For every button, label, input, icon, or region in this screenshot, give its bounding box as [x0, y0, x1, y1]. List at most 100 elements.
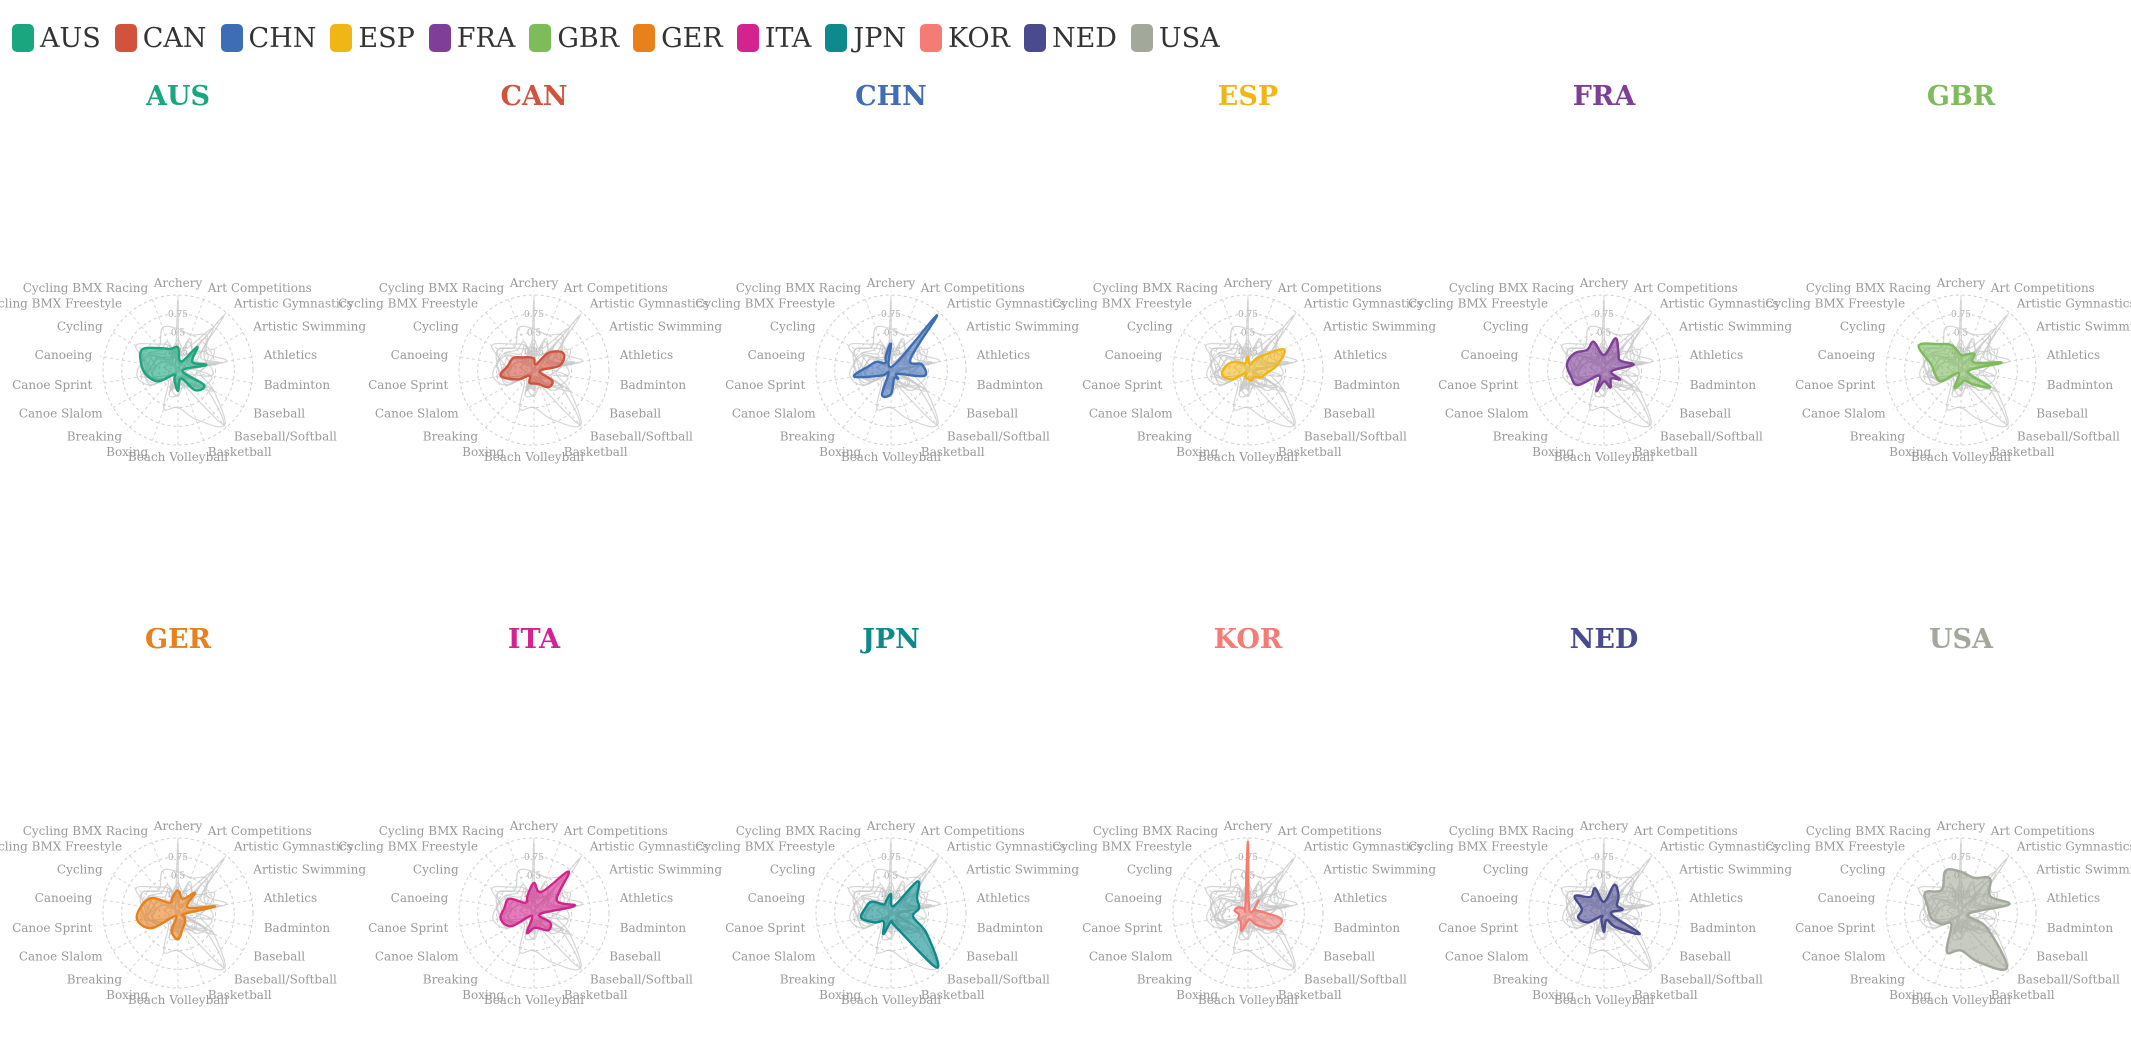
chart-title: KOR	[1214, 624, 1283, 655]
series-area-jpn[interactable]	[859, 880, 940, 969]
legend-item-usa[interactable]: USA	[1130, 23, 1220, 54]
axis-label: Archery	[1936, 276, 1986, 290]
axis-label: Artistic Swimming	[1678, 320, 1792, 334]
axis-label: Cycling	[770, 320, 816, 334]
axis-label: Baseball/Softball	[2017, 430, 2120, 444]
series-area-gbr[interactable]	[1917, 342, 2003, 390]
series-area-aus[interactable]	[138, 345, 208, 393]
axis-label: Art Competitions	[1990, 824, 2095, 838]
legend-label: CHN	[248, 22, 317, 54]
axis-label: Archery	[866, 819, 916, 833]
axis-label: Artistic Gymnastics	[233, 296, 353, 310]
axis-spoke	[890, 838, 919, 914]
axis-label: Breaking	[1137, 973, 1193, 987]
legend-label: AUS	[40, 22, 101, 54]
axis-label: Beach Volleyball	[128, 450, 228, 464]
axis-label: Canoe Sprint	[1438, 378, 1518, 392]
axis-label: Beach Volleyball	[484, 450, 584, 464]
axis-label: Boxing	[462, 988, 504, 1002]
legend-item-ger[interactable]: GER	[633, 23, 723, 54]
axis-label: Breaking	[423, 430, 479, 444]
axis-label: Cycling BMX Racing	[736, 281, 862, 295]
legend-item-can[interactable]: CAN	[114, 23, 207, 54]
axis-label: Cycling BMX Freestyle	[338, 296, 478, 310]
series-area-kor[interactable]	[1233, 840, 1284, 932]
axis-label: Athletics	[1689, 891, 1743, 905]
axis-label: Canoe Slalom	[1089, 407, 1173, 421]
legend-label: ITA	[764, 22, 812, 54]
legend-item-fra[interactable]: FRA	[428, 23, 515, 54]
axis-label: Athletics	[1333, 348, 1387, 362]
axis-label: Baseball/Softball	[947, 430, 1050, 444]
axis-label: Boxing	[462, 445, 504, 459]
axis-label: Cycling BMX Racing	[1806, 281, 1932, 295]
series-area-can[interactable]	[499, 350, 566, 389]
axis-label: Breaking	[780, 430, 836, 444]
axis-label: Canoeing	[1461, 891, 1519, 905]
axis-label: Beach Volleyball	[1911, 450, 2011, 464]
axis-label: Art Competitions	[1633, 281, 1738, 295]
axis-label: Canoe Slalom	[732, 950, 816, 964]
axis-label: Artistic Swimming	[2035, 863, 2131, 877]
legend-item-esp[interactable]: ESP	[330, 23, 415, 54]
axis-label: Canoe Slalom	[1802, 407, 1886, 421]
axis-label: Baseball	[966, 950, 1018, 964]
legend-item-aus[interactable]: AUS	[12, 23, 101, 54]
axis-label: Canoeing	[1105, 891, 1163, 905]
chart-title: GBR	[1927, 81, 1996, 112]
axis-label: Canoeing	[391, 348, 449, 362]
legend-swatch	[529, 24, 552, 52]
legend-item-kor[interactable]: KOR	[920, 23, 1010, 54]
legend-swatch	[220, 24, 243, 52]
series-area-esp[interactable]	[1220, 348, 1286, 382]
axis-label: Canoe Slalom	[732, 407, 816, 421]
axis-label: Cycling BMX Freestyle	[695, 839, 835, 853]
axis-label: Artistic Swimming	[1678, 863, 1792, 877]
legend-item-gbr[interactable]: GBR	[529, 23, 619, 54]
axis-label: Art Competitions	[563, 281, 668, 295]
axis-label: Canoe Sprint	[12, 921, 92, 935]
axis-label: Badminton	[977, 921, 1044, 935]
ghost-series-usa	[496, 868, 584, 971]
ghost-series-usa	[1566, 868, 1654, 971]
axis-label: Cycling	[57, 863, 103, 877]
grid-ring	[1172, 837, 1324, 989]
axis-label: Boxing	[106, 445, 148, 459]
axis-label: Badminton	[1690, 378, 1757, 392]
series-area-fra[interactable]	[1565, 337, 1635, 393]
axis-label: Cycling BMX Racing	[23, 281, 149, 295]
axis-spoke	[1603, 369, 1655, 431]
axis-spoke	[890, 369, 942, 431]
axis-label: Canoe Sprint	[368, 921, 448, 935]
legend-item-ita[interactable]: ITA	[736, 22, 812, 54]
legend-item-ned[interactable]: NED	[1023, 23, 1117, 54]
axis-spoke	[1553, 912, 1605, 974]
axis-label: Canoe Sprint	[1082, 378, 1162, 392]
series-area-ned[interactable]	[1573, 883, 1641, 936]
axis-label: Cycling BMX Freestyle	[695, 296, 835, 310]
axis-label: Athletics	[2046, 348, 2100, 362]
axis-label: Breaking	[423, 973, 479, 987]
series-area-usa[interactable]	[1923, 868, 2011, 972]
axis-label: Cycling	[1127, 863, 1173, 877]
axis-spoke	[1197, 369, 1249, 431]
chart-title: GER	[145, 624, 212, 655]
series-area-chn[interactable]	[852, 314, 939, 399]
legend-item-jpn[interactable]: JPN	[825, 23, 906, 54]
axis-label: Beach Volleyball	[1911, 993, 2011, 1007]
series-area-ita[interactable]	[499, 870, 576, 935]
axis-label: Cycling BMX Freestyle	[1765, 839, 1905, 853]
axis-spoke	[177, 369, 206, 445]
axis-label: Boxing	[1532, 988, 1574, 1002]
axis-label: Breaking	[1137, 430, 1193, 444]
series-area-ger[interactable]	[135, 889, 217, 941]
legend-item-chn[interactable]: CHN	[220, 22, 317, 54]
axis-label: Artistic Swimming	[608, 320, 722, 334]
axis-spoke	[1197, 912, 1249, 974]
axis-label: Archery	[1936, 819, 1986, 833]
